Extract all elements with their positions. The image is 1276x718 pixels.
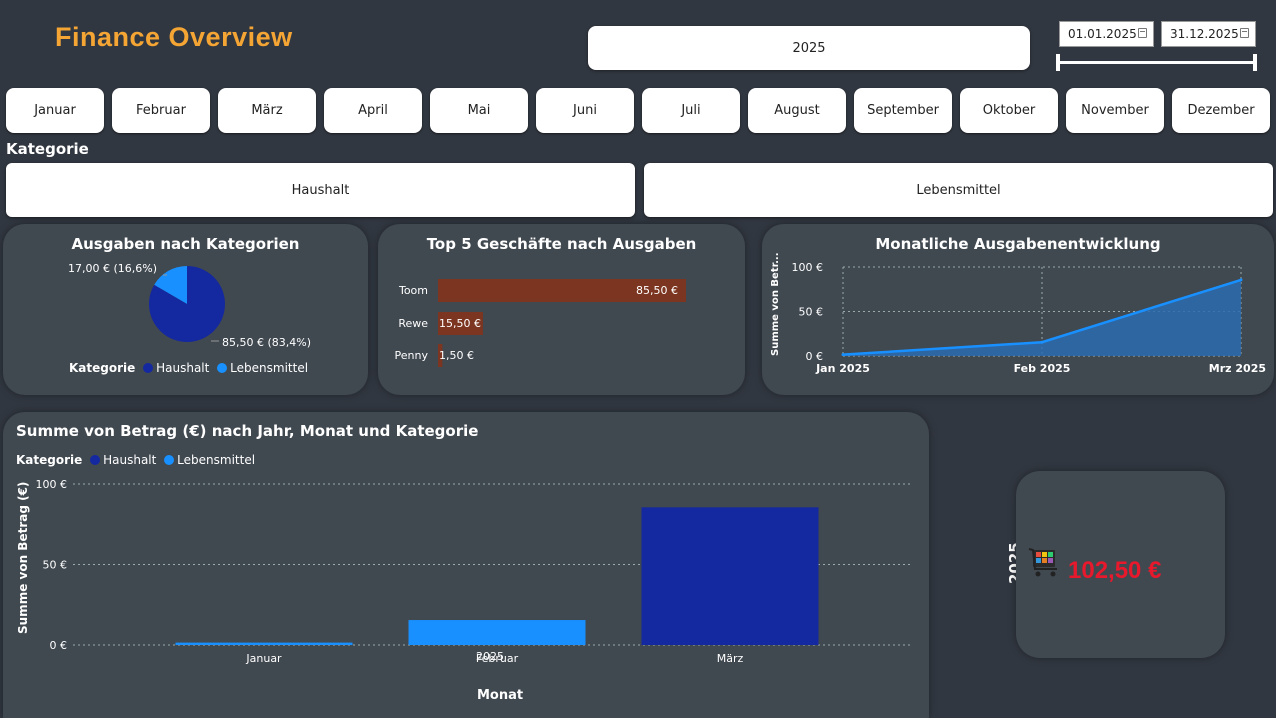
year-slicer[interactable]: 2025 xyxy=(588,26,1030,70)
top5-data-label: 15,50 € xyxy=(439,317,481,330)
top5-card: Top 5 Geschäfte nach Ausgaben Toom 85,50 … xyxy=(378,224,745,395)
legend-swatch-lebensmittel xyxy=(164,455,175,465)
month-button-januar[interactable]: Januar xyxy=(6,88,104,133)
legend-swatch-lebensmittel xyxy=(217,363,228,373)
trend-point xyxy=(841,353,845,357)
monthly-xtick-label: Januar xyxy=(245,652,282,665)
monthly-xtick-label: Februar xyxy=(476,652,519,665)
calendar-icon[interactable] xyxy=(1138,28,1147,38)
trend-point xyxy=(1239,278,1243,282)
monthly-xtick-label: März xyxy=(717,652,744,665)
trend-card: Monatliche Ausgabenentwicklung 100 € 50 €… xyxy=(762,224,1274,395)
monthly-legend-lebensmittel[interactable]: Lebensmittel xyxy=(177,453,256,467)
monthly-ytick-label: 100 € xyxy=(36,478,68,491)
top5-data-label: 1,50 € xyxy=(439,349,474,362)
monthly-bar-chart: 100 € 50 € 0 € Januar Februar März xyxy=(36,478,913,665)
legend-swatch-haushalt xyxy=(143,363,154,373)
monthly-bar-card: Summe von Betrag (€) nach Jahr, Monat un… xyxy=(3,412,929,718)
legend-swatch-haushalt xyxy=(90,455,101,465)
monthly-bar-title: Summe von Betrag (€) nach Jahr, Monat un… xyxy=(16,422,479,440)
top5-title: Top 5 Geschäfte nach Ausgaben xyxy=(426,235,697,253)
top5-category-label: Toom xyxy=(398,284,428,297)
kpi-card: 102,50 € xyxy=(1016,471,1225,658)
trend-title: Monatliche Ausgabenentwicklung xyxy=(875,235,1161,253)
top5-bar-chart: Toom 85,50 € Rewe 15,50 € Penny 1,50 € xyxy=(395,279,686,367)
pie-legend-lebensmittel[interactable]: Lebensmittel xyxy=(230,361,309,375)
pie-label-haushalt: 85,50 € (83,4%) xyxy=(222,336,312,349)
trend-ytick-label: 100 € xyxy=(792,261,824,274)
trend-area xyxy=(843,279,1241,356)
monthly-bar-februar-lebensmittel xyxy=(408,620,586,645)
monthly-ytick-label: 0 € xyxy=(50,639,68,652)
top5-bar-toom xyxy=(438,279,686,302)
trend-ylabel: Summe von Betr... xyxy=(770,252,781,356)
pie-legend: Kategorie Haushalt Lebensmittel xyxy=(69,361,308,375)
pie-slice-lebensmittel xyxy=(154,266,187,304)
month-button-februar[interactable]: Februar xyxy=(112,88,210,133)
top5-category-label: Rewe xyxy=(398,317,428,330)
pie-chart-title: Ausgaben nach Kategorien xyxy=(71,235,300,253)
page-title: Finance Overview xyxy=(55,22,293,52)
pie-legend-title: Kategorie xyxy=(69,361,136,375)
date-from-input[interactable]: 01.01.2025 xyxy=(1059,21,1154,47)
pie-chart-card: Ausgaben nach Kategorien 17,00 € (16,6%)… xyxy=(3,224,368,395)
category-slicer-label: Kategorie xyxy=(6,140,89,158)
month-button-maerz[interactable]: März xyxy=(218,88,316,133)
shopping-cart-icon xyxy=(1028,548,1057,577)
trend-xtick-label: Feb 2025 xyxy=(1014,362,1071,375)
pie-slice-haushalt xyxy=(148,266,226,342)
top5-bar-rewe xyxy=(438,312,483,335)
month-button-september[interactable]: September xyxy=(854,88,952,133)
trend-ytick-label: 0 € xyxy=(806,350,824,363)
trend-xtick-label: Mrz 2025 xyxy=(1209,362,1266,375)
monthly-bar-legend-title: Kategorie xyxy=(16,453,83,467)
top5-category-label: Penny xyxy=(395,349,429,362)
date-to-input[interactable]: 31.12.2025 xyxy=(1161,21,1256,47)
monthly-ytick-label: 50 € xyxy=(43,559,68,572)
date-to-value: 31.12.2025 xyxy=(1170,27,1239,41)
pie-label-lebensmittel: 17,00 € (16,6%) xyxy=(68,262,158,275)
monthly-bar-xsub: 2025 xyxy=(476,650,504,663)
trend-xtick-label: Jan 2025 xyxy=(815,362,870,375)
month-button-november[interactable]: November xyxy=(1066,88,1164,133)
trend-area-chart: 100 € 50 € 0 €Jan 2025 Feb 2025 Mrz 2025 xyxy=(792,261,1267,375)
pie-chart xyxy=(148,266,226,342)
date-range-slider-track[interactable] xyxy=(1058,61,1256,64)
calendar-icon[interactable] xyxy=(1240,28,1249,38)
monthly-bar-märz-haushalt xyxy=(641,507,819,645)
pie-legend-haushalt[interactable]: Haushalt xyxy=(156,361,210,375)
date-from-value: 01.01.2025 xyxy=(1068,27,1137,41)
top5-bar-penny xyxy=(438,344,443,367)
monthly-legend-haushalt[interactable]: Haushalt xyxy=(103,453,157,467)
monthly-bar-januar-lebensmittel xyxy=(175,642,353,645)
top5-data-label: 85,50 € xyxy=(636,284,678,297)
month-button-august[interactable]: August xyxy=(748,88,846,133)
monthly-bar-legend: Kategorie Haushalt Lebensmittel xyxy=(16,453,255,467)
month-button-juli[interactable]: Juli xyxy=(642,88,740,133)
month-button-april[interactable]: April xyxy=(324,88,422,133)
monthly-bar-xlabel: Monat xyxy=(477,688,524,703)
month-button-mai[interactable]: Mai xyxy=(430,88,528,133)
month-button-oktober[interactable]: Oktober xyxy=(960,88,1058,133)
date-range-end-handle[interactable] xyxy=(1253,54,1257,71)
category-button-haushalt[interactable]: Haushalt xyxy=(6,163,635,217)
trend-point xyxy=(1040,340,1044,344)
trend-ytick-label: 50 € xyxy=(799,306,824,319)
month-button-juni[interactable]: Juni xyxy=(536,88,634,133)
month-button-dezember[interactable]: Dezember xyxy=(1172,88,1270,133)
date-range-start-handle[interactable] xyxy=(1056,54,1060,71)
kpi-total-value: 102,50 € xyxy=(1068,557,1162,584)
year-slicer-value: 2025 xyxy=(792,40,826,56)
category-button-lebensmittel[interactable]: Lebensmittel xyxy=(644,163,1273,217)
